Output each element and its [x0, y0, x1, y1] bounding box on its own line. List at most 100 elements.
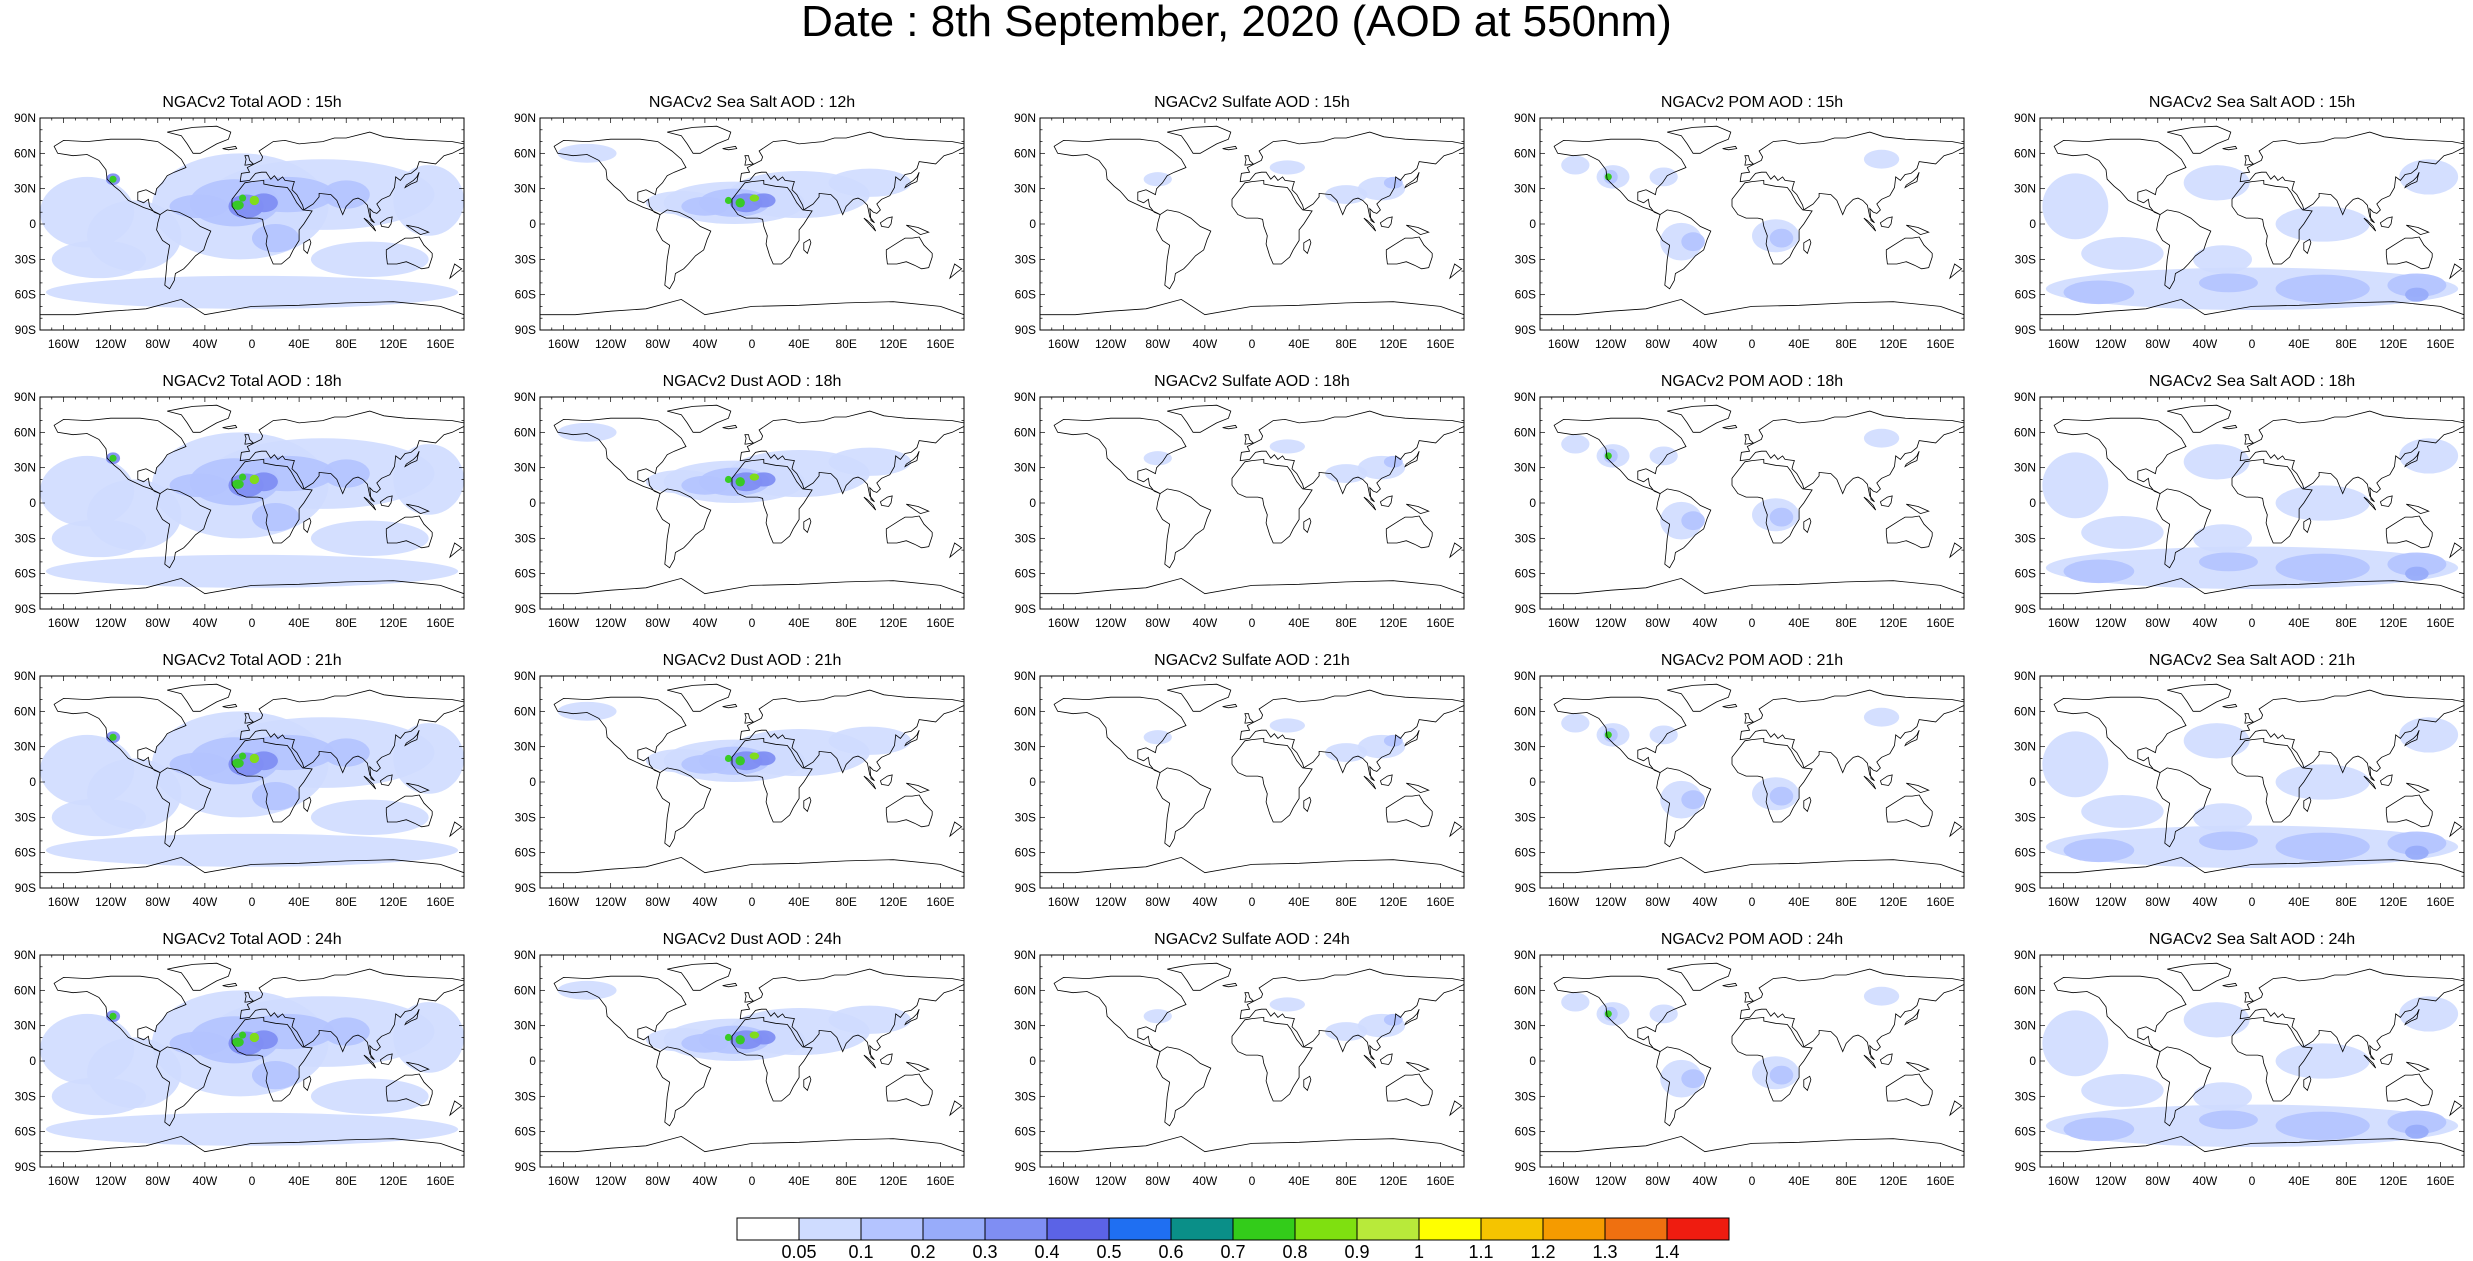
- aod-field-patch: [393, 444, 464, 515]
- aod-field-patch: [2275, 1111, 2370, 1140]
- aod-map: 160W 120W 80W 40W 0 40E 80E 120E 160E 90N 60N 30N 0 3…: [514, 390, 965, 630]
- coastline: [2379, 216, 2393, 228]
- lon-tick-label: 160W: [1548, 1174, 1580, 1188]
- lon-tick-label: 120E: [1879, 616, 1907, 630]
- coastline: [2385, 794, 2433, 828]
- lon-tick-label: 120W: [1095, 895, 1127, 909]
- lon-tick-label: 0: [749, 895, 756, 909]
- coastline: [2449, 542, 2463, 559]
- coastline: [404, 172, 420, 189]
- lon-tick-label: 160W: [2048, 337, 2080, 351]
- lat-tick-label: 90S: [1015, 881, 1036, 895]
- lon-tick-label: 120W: [1595, 1174, 1627, 1188]
- lon-tick-label: 80E: [2336, 895, 2357, 909]
- coastline: [1379, 495, 1393, 507]
- lat-tick-label: 0: [29, 1054, 36, 1068]
- coastline: [40, 856, 464, 888]
- aod-field-patch: [1681, 511, 1705, 531]
- lat-tick-label: 90N: [14, 390, 36, 404]
- lon-tick-label: 80E: [1336, 1174, 1357, 1188]
- aod-field-patch: [251, 224, 300, 253]
- lat-tick-label: 30S: [1015, 810, 1036, 824]
- lon-tick-label: 160E: [1426, 895, 1454, 909]
- aod-field-patch: [1383, 176, 1403, 189]
- aod-field-patch: [45, 275, 459, 309]
- lat-tick-label: 30N: [1514, 1019, 1536, 1033]
- aod-field-patch: [1269, 718, 1305, 733]
- aod-field-patch: [735, 756, 745, 766]
- aod-field-patch: [239, 1031, 247, 1039]
- aod-map: 160W 120W 80W 40W 0 40E 80E 120E 160E 90N 60N 30N 0 3…: [1514, 948, 1965, 1188]
- coastline: [2303, 1075, 2312, 1092]
- lat-tick-label: 30S: [1515, 1089, 1536, 1103]
- aod-field-patch: [2042, 1010, 2109, 1077]
- lat-tick-label: 30S: [515, 1089, 536, 1103]
- coastline: [1904, 730, 1920, 747]
- lon-tick-label: 40E: [288, 895, 309, 909]
- lon-tick-label: 40W: [1693, 1174, 1718, 1188]
- lat-tick-label: 30N: [514, 740, 536, 754]
- coastline: [363, 1054, 377, 1069]
- coastline: [222, 703, 238, 709]
- coastline: [1406, 224, 1430, 236]
- map-panel: NGACv2 Sulfate AOD : 24h 160W 120W 80W 40W 0 4…: [1000, 929, 1494, 1208]
- aod-field-patch: [1383, 734, 1403, 747]
- lon-tick-label: 160E: [1926, 1174, 1954, 1188]
- colorbar-swatch: [798, 1217, 862, 1241]
- lon-tick-label: 0: [2249, 895, 2256, 909]
- lon-tick-label: 0: [1249, 337, 1256, 351]
- panel-title: NGACv2 Sulfate AOD : 15h: [1154, 94, 1350, 111]
- coastline: [385, 1073, 433, 1107]
- coastline: [722, 424, 738, 430]
- lat-tick-label: 30S: [15, 531, 36, 545]
- coastline: [1906, 224, 1930, 236]
- coastline: [2406, 224, 2430, 236]
- map-panel: NGACv2 POM AOD : 21h 160W 120W 80W 40W 0 40E 80…: [1500, 650, 1994, 929]
- map-panel: NGACv2 Total AOD : 18h 160W 120W 80W 40W 0 40E…: [0, 371, 494, 650]
- aod-field-patch: [1649, 446, 1678, 466]
- lat-tick-label: 90S: [1015, 602, 1036, 616]
- coastline: [303, 238, 312, 255]
- coastline: [2053, 417, 2187, 494]
- lon-tick-label: 120W: [2095, 1174, 2127, 1188]
- coastline: [2040, 298, 2464, 330]
- aod-field-patch: [322, 180, 370, 209]
- map-frame: [1539, 675, 1965, 889]
- map-panel: NGACv2 Dust AOD : 18h 160W 120W 80W 40W 0 40E 8…: [500, 371, 994, 650]
- lat-tick-label: 0: [1529, 217, 1536, 231]
- colorbar-label: 1.1: [1468, 1242, 1493, 1261]
- lon-tick-label: 40E: [288, 616, 309, 630]
- aod-field-patch: [1681, 232, 1705, 252]
- lat-tick-label: 90S: [15, 1160, 36, 1174]
- lon-tick-label: 40W: [193, 895, 218, 909]
- coastline: [1303, 796, 1312, 813]
- lon-tick-label: 120W: [1095, 1174, 1127, 1188]
- coastline: [1803, 238, 1812, 255]
- coastline: [303, 1075, 312, 1092]
- lon-tick-label: 160E: [1426, 616, 1454, 630]
- lat-tick-label: 60S: [1015, 288, 1036, 302]
- aod-field-patch: [1604, 1010, 1612, 1018]
- coastline: [53, 417, 187, 494]
- aod-field-patch: [2387, 273, 2447, 298]
- coastline: [1379, 216, 1393, 228]
- coastline: [1803, 796, 1812, 813]
- colorbar-label: 0.9: [1344, 1242, 1369, 1261]
- coastline: [40, 1135, 464, 1167]
- aod-field-patch: [2081, 1073, 2164, 1107]
- aod-field-patch: [749, 752, 760, 760]
- lon-tick-label: 80E: [1336, 895, 1357, 909]
- coastline: [906, 503, 930, 515]
- panel-title: NGACv2 Dust AOD : 21h: [662, 652, 842, 669]
- aod-field-patch: [2193, 524, 2252, 553]
- aod-field-patch: [251, 1061, 300, 1090]
- lat-tick-label: 60S: [1015, 567, 1036, 581]
- coastline: [667, 404, 732, 433]
- coastline: [540, 856, 964, 888]
- coastline: [863, 1054, 877, 1069]
- coastline: [722, 982, 738, 988]
- coastline: [1904, 172, 1920, 189]
- lon-tick-label: 120W: [595, 895, 627, 909]
- lon-tick-label: 160E: [1426, 337, 1454, 351]
